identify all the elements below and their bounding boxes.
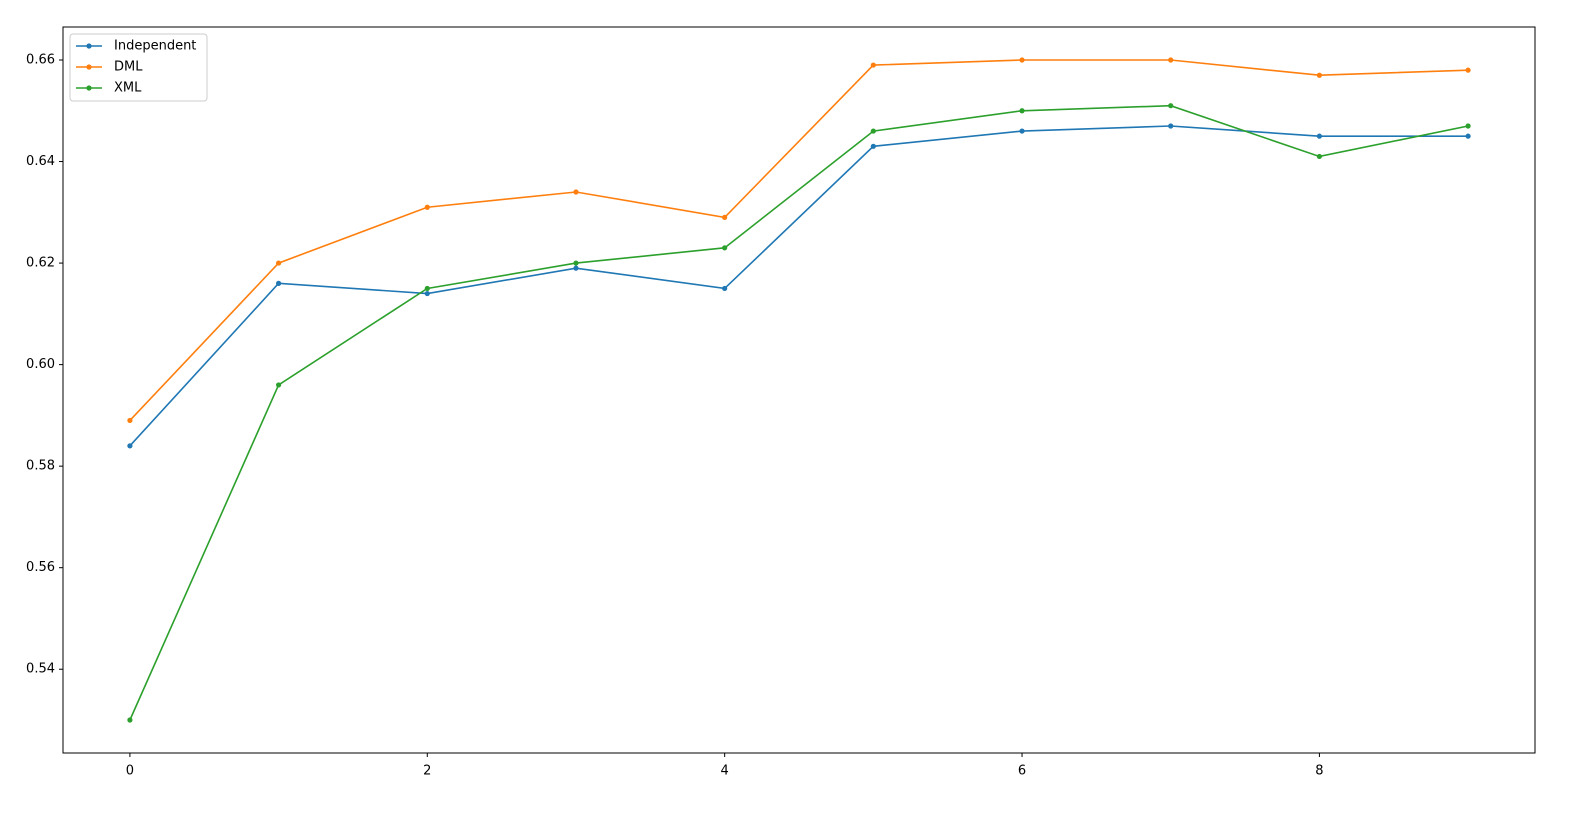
point — [1168, 103, 1174, 109]
y-tick-label: 0.60 — [26, 357, 55, 372]
point — [573, 189, 579, 195]
legend-marker — [86, 64, 92, 70]
point — [722, 214, 728, 220]
point — [127, 443, 133, 449]
point — [1316, 133, 1323, 139]
point — [1465, 67, 1471, 73]
point — [1316, 72, 1323, 78]
legend-marker — [86, 85, 92, 91]
point — [424, 204, 430, 210]
point — [424, 290, 430, 297]
y-tick-label: 0.66 — [26, 53, 55, 68]
x-tick-label: 2 — [423, 764, 431, 779]
legend-marker — [86, 43, 92, 49]
point — [275, 382, 282, 388]
legend-label: XML — [114, 81, 142, 96]
point — [722, 285, 728, 292]
point — [573, 265, 579, 271]
y-tick-label: 0.54 — [26, 662, 55, 677]
x-tick-label: 8 — [1315, 764, 1323, 779]
point — [1019, 128, 1025, 134]
legend-label: DML — [114, 60, 143, 75]
point — [275, 280, 282, 286]
point — [1168, 123, 1174, 129]
plot-frame — [62, 26, 1536, 754]
point — [1465, 123, 1471, 129]
y-tick-label: 0.64 — [26, 154, 55, 169]
point — [870, 62, 876, 68]
series-line — [129, 104, 1469, 721]
point — [424, 285, 430, 292]
point — [275, 260, 282, 266]
point — [1168, 57, 1174, 63]
point — [722, 245, 728, 251]
point — [870, 143, 876, 149]
point — [127, 717, 133, 723]
y-tick-label: 0.56 — [26, 560, 55, 575]
x-tick-label: 4 — [721, 764, 729, 779]
point — [870, 128, 876, 134]
point — [127, 417, 133, 424]
y-tick-label: 0.62 — [26, 256, 55, 271]
point — [1019, 57, 1025, 63]
point — [573, 260, 579, 266]
x-tick-label: 6 — [1018, 764, 1026, 779]
point — [1465, 133, 1471, 139]
series-line — [129, 125, 1469, 447]
legend-box — [69, 33, 208, 102]
x-tick-label: 0 — [126, 764, 134, 779]
point — [1019, 108, 1025, 114]
y-tick-label: 0.58 — [26, 459, 55, 474]
point — [1316, 153, 1323, 160]
series-line — [129, 59, 1469, 422]
legend-label: Independent — [114, 39, 196, 54]
